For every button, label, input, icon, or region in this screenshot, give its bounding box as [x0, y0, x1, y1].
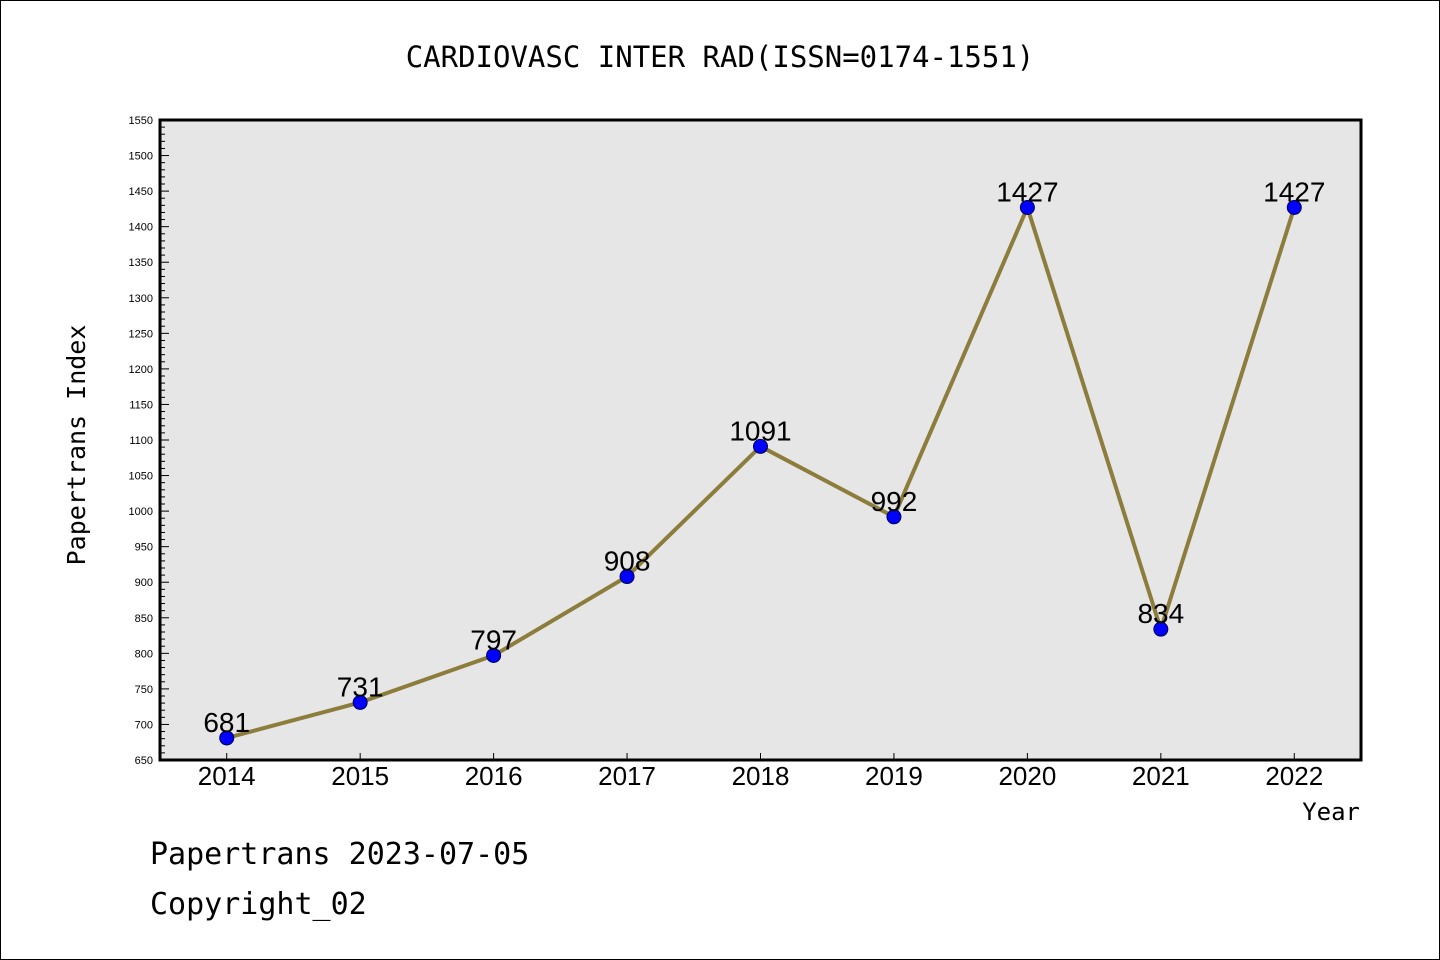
y-tick-label: 850 [135, 613, 153, 625]
y-tick-label: 750 [135, 684, 153, 696]
y-tick-label: 1550 [129, 115, 153, 127]
x-axis-label: Year [1302, 798, 1360, 826]
footer-copyright: Copyright_02 [150, 887, 367, 922]
footer-date: Papertrans 2023-07-05 [150, 837, 529, 872]
y-tick-label: 800 [135, 648, 153, 660]
data-label: 1427 [1263, 176, 1325, 207]
x-tick-label: 2021 [1132, 761, 1190, 791]
x-tick-label: 2018 [732, 761, 790, 791]
data-label: 908 [604, 546, 651, 577]
y-tick-label: 1100 [129, 435, 153, 447]
data-point-marker [219, 730, 235, 746]
y-tick-label: 1500 [129, 151, 153, 163]
y-tick-label: 900 [135, 577, 153, 589]
y-tick-label: 1300 [129, 293, 153, 305]
data-label: 797 [470, 624, 517, 655]
y-tick-label: 1150 [129, 399, 153, 411]
x-tick-label: 2020 [998, 761, 1056, 791]
chart-title: CARDIOVASC INTER RAD(ISSN=0174-1551) [406, 40, 1035, 74]
x-tick-label: 2022 [1265, 761, 1323, 791]
data-point-marker [486, 647, 502, 663]
data-label: 1427 [996, 176, 1058, 207]
data-point-marker [1286, 199, 1302, 215]
y-tick-label: 1450 [129, 186, 153, 198]
data-label: 992 [871, 486, 918, 517]
data-point-marker [619, 569, 635, 585]
data-label: 1091 [729, 415, 791, 446]
data-point-marker [352, 694, 368, 710]
y-tick-label: 700 [135, 719, 153, 731]
data-point-marker [886, 509, 902, 525]
y-tick-label: 950 [135, 542, 153, 554]
y-axis-tick-labels: 650 700 750 800 850 900 950 1000 1050 1100 1150 120… [129, 115, 153, 767]
data-label: 681 [203, 707, 250, 738]
data-point-marker [753, 438, 768, 454]
x-axis-tick-labels: 2014 2015 2016 2017 2018 2019 2020 2021 2022 [198, 761, 1323, 791]
y-tick-label: 1200 [129, 364, 153, 376]
y-tick-label: 1400 [129, 222, 153, 234]
y-tick-label: 1000 [129, 506, 153, 518]
x-tick-label: 2014 [198, 761, 256, 791]
x-tick-label: 2019 [865, 761, 923, 791]
data-label: 731 [337, 671, 384, 702]
data-point-markers [219, 199, 1302, 746]
data-point-marker [1019, 199, 1035, 215]
data-point-marker [1153, 621, 1169, 637]
data-labels: 681 731 797 908 1091 992 1427 834 1427 [203, 176, 1325, 737]
x-tick-label: 2015 [331, 761, 389, 791]
y-tick-label: 1350 [129, 257, 153, 269]
x-axis-ticks [226, 753, 1295, 760]
y-tick-label: 650 [135, 755, 153, 767]
x-tick-label: 2017 [598, 761, 656, 791]
y-tick-label: 1050 [129, 471, 153, 483]
y-tick-label: 1250 [129, 328, 153, 340]
y-axis-label: Papertrans Index [62, 325, 91, 566]
x-tick-label: 2016 [465, 761, 523, 791]
plot-frame [158, 118, 1363, 762]
data-label: 834 [1137, 598, 1184, 629]
